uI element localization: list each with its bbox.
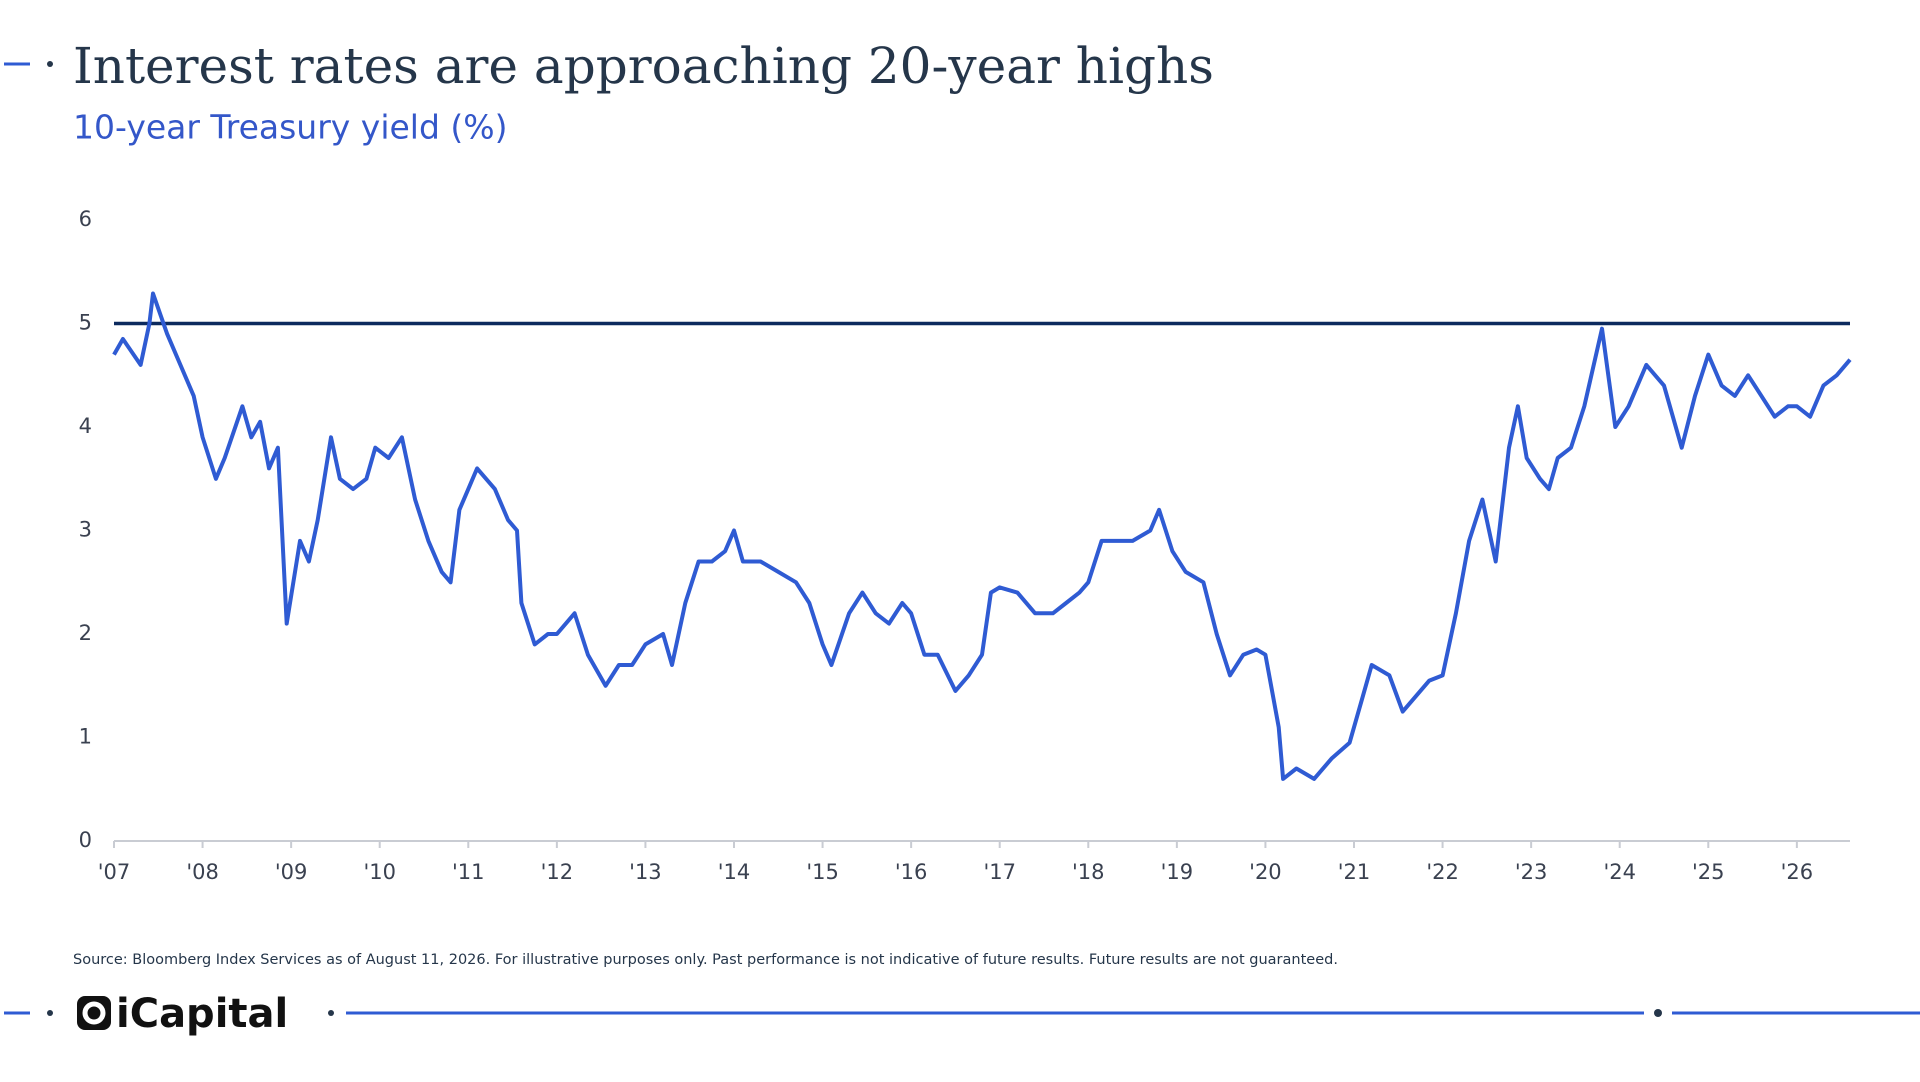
x-tick-label: '07 — [98, 860, 131, 884]
x-tick-label: '14 — [718, 860, 751, 884]
x-tick-label: '21 — [1338, 860, 1371, 884]
x-tick-label: '09 — [275, 860, 308, 884]
x-tick-label: '17 — [983, 860, 1016, 884]
decor-dot — [47, 61, 53, 67]
x-tick-label: '15 — [806, 860, 839, 884]
chart-subtitle: 10-year Treasury yield (%) — [73, 108, 508, 147]
x-tick-label: '18 — [1072, 860, 1105, 884]
brand-icon — [77, 996, 111, 1030]
chart-title: Interest rates are approaching 20-year h… — [73, 37, 1214, 95]
y-tick-label: 3 — [79, 518, 92, 542]
x-tick-label: '12 — [541, 860, 574, 884]
x-tick-label: '16 — [895, 860, 928, 884]
x-tick-label: '08 — [186, 860, 219, 884]
x-tick-label: '13 — [629, 860, 662, 884]
x-tick-label: '24 — [1603, 860, 1636, 884]
x-tick-label: '10 — [363, 860, 396, 884]
brand-name: iCapital — [116, 991, 288, 1037]
y-tick-label: 2 — [79, 621, 92, 645]
brand-icon-ring — [82, 1001, 106, 1025]
decor-dot — [1654, 1009, 1662, 1017]
decor-dot — [328, 1010, 334, 1016]
x-tick-label: '11 — [452, 860, 485, 884]
x-tick-label: '26 — [1781, 860, 1814, 884]
x-tick-label: '23 — [1515, 860, 1548, 884]
y-tick-label: 6 — [79, 207, 92, 231]
x-tick-label: '20 — [1249, 860, 1282, 884]
decor-dot — [47, 1010, 53, 1016]
y-tick-label: 4 — [79, 414, 92, 438]
series-line — [112, 291, 1852, 781]
source-note: Source: Bloomberg Index Services as of A… — [73, 952, 1338, 968]
x-tick-label: '22 — [1426, 860, 1459, 884]
x-tick-label: '25 — [1692, 860, 1725, 884]
y-tick-label: 5 — [79, 311, 92, 335]
y-tick-label: 0 — [79, 828, 92, 852]
y-tick-label: 1 — [79, 725, 92, 749]
x-tick-label: '19 — [1161, 860, 1194, 884]
